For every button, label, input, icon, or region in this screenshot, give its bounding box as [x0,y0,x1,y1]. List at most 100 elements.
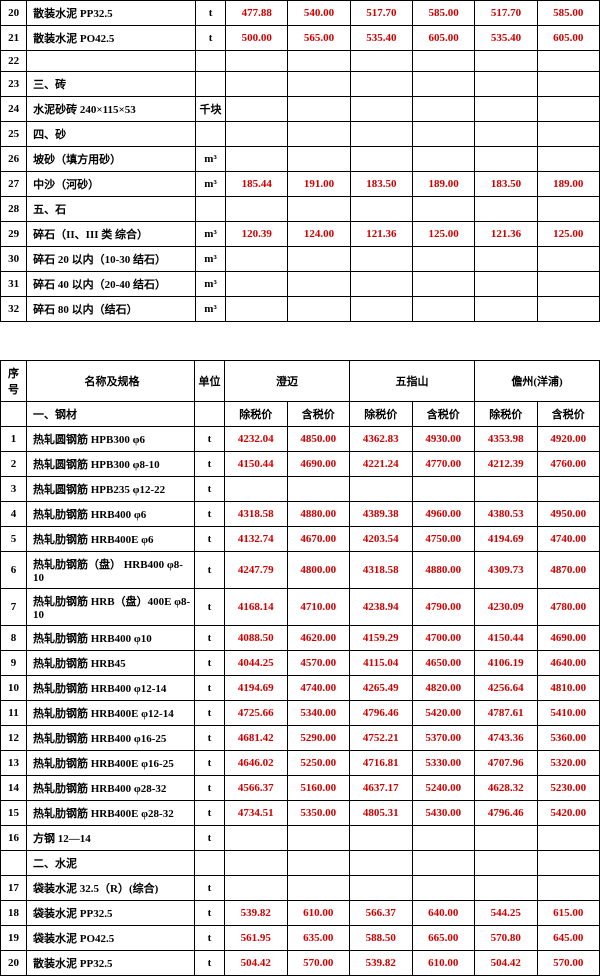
row-value: 除税价 [350,402,413,427]
row-index: 13 [1,751,27,776]
table-row: 27中沙（河砂）m³185.44191.00183.50189.00183.50… [1,172,600,197]
table-row: 29碎石（II、III 类 综合）m³120.39124.00121.36125… [1,222,600,247]
table-row: 2热轧圆钢筋 HPB300 φ8-10t4150.444690.004221.2… [1,452,600,477]
row-name: 热轧圆钢筋 HPB300 φ8-10 [27,452,195,477]
row-name: 热轧肋钢筋 HRB400 φ6 [27,502,195,527]
row-value: 4734.51 [225,801,288,826]
row-value: 535.40 [475,26,537,51]
row-index: 20 [1,951,27,976]
row-index: 19 [1,926,27,951]
row-unit: m³ [195,247,225,272]
row-unit [195,851,225,876]
row-value: 4389.38 [350,502,413,527]
row-value: 4960.00 [412,502,475,527]
row-value [226,197,288,222]
row-value [537,851,600,876]
row-value: 645.00 [537,926,600,951]
row-value: 4318.58 [225,502,288,527]
table-row: 20散装水泥 PP32.5t504.42570.00539.82610.0050… [1,951,600,976]
row-value: 565.00 [288,26,350,51]
row-value: 539.82 [225,901,288,926]
row-value: 4221.24 [350,452,413,477]
table-row: 32碎石 80 以内（结石）m³ [1,297,600,322]
row-value: 540.00 [288,1,350,26]
row-index: 26 [1,147,27,172]
row-value: 4740.00 [287,676,350,701]
table-row: 22 [1,51,600,72]
row-value: 4743.36 [475,726,538,751]
row-value [288,51,350,72]
row-value: 含税价 [537,402,600,427]
row-value: 517.70 [475,1,537,26]
row-unit: t [195,552,225,589]
row-value: 4740.00 [537,527,600,552]
row-value: 570.00 [537,951,600,976]
row-value [475,197,537,222]
row-value: 4780.00 [537,589,600,626]
row-value [288,147,350,172]
row-value: 615.00 [537,901,600,926]
row-value: 4203.54 [350,527,413,552]
row-value: 4880.00 [412,552,475,589]
row-index: 1 [1,427,27,452]
table-row: 1热轧圆钢筋 HPB300 φ6t4232.044850.004362.8349… [1,427,600,452]
row-name: 热轧肋钢筋 HRB45 [27,651,195,676]
table-row: 11热轧肋钢筋 HRB400E φ12-14t4725.665340.00479… [1,701,600,726]
row-unit: t [195,801,225,826]
row-unit: t [195,776,225,801]
header-region: 澄迈 [225,361,350,402]
row-value: 566.37 [350,901,413,926]
row-index: 31 [1,272,27,297]
row-value: 4309.73 [475,552,538,589]
row-name: 热轧圆钢筋 HPB300 φ6 [27,427,195,452]
table-row: 6热轧肋钢筋（盘） HRB400 φ8-10t4247.794800.00431… [1,552,600,589]
row-value [226,272,288,297]
row-value: 4265.49 [350,676,413,701]
row-index: 7 [1,589,27,626]
row-index: 25 [1,122,27,147]
row-value: 4870.00 [537,552,600,589]
row-name: 热轧肋钢筋 HRB400E φ28-32 [27,801,195,826]
row-value: 4930.00 [412,427,475,452]
row-value [288,122,350,147]
row-value: 4159.29 [350,626,413,651]
row-value: 517.70 [350,1,412,26]
row-value: 610.00 [287,901,350,926]
row-unit: t [195,701,225,726]
row-index: 32 [1,297,27,322]
row-name: 碎石 40 以内（20-40 结石） [27,272,196,297]
row-value: 4820.00 [412,676,475,701]
row-value: 4238.94 [350,589,413,626]
row-index: 2 [1,452,27,477]
row-index: 21 [1,26,27,51]
row-value: 4700.00 [412,626,475,651]
row-value: 605.00 [537,26,599,51]
row-unit: t [195,427,225,452]
row-value: 561.95 [225,926,288,951]
table-row: 一、钢材除税价含税价除税价含税价除税价含税价 [1,402,600,427]
row-value [287,477,350,502]
row-name: 二、水泥 [27,851,195,876]
row-value [288,197,350,222]
row-value [412,851,475,876]
row-value: 4566.37 [225,776,288,801]
row-value: 5360.00 [537,726,600,751]
row-value [475,97,537,122]
header-region: 五指山 [350,361,475,402]
row-value [225,851,288,876]
row-value: 4750.00 [412,527,475,552]
row-name: 四、砂 [27,122,196,147]
row-value [537,197,599,222]
row-value [475,297,537,322]
row-value: 4810.00 [537,676,600,701]
row-value: 189.00 [537,172,599,197]
row-value: 183.50 [350,172,412,197]
row-value: 640.00 [412,901,475,926]
row-name: 热轧肋钢筋 HRB400E φ6 [27,527,195,552]
row-value: 665.00 [412,926,475,951]
row-unit: t [195,477,225,502]
row-value: 4707.96 [475,751,538,776]
row-value: 5240.00 [412,776,475,801]
row-unit [195,122,225,147]
row-value [413,51,475,72]
